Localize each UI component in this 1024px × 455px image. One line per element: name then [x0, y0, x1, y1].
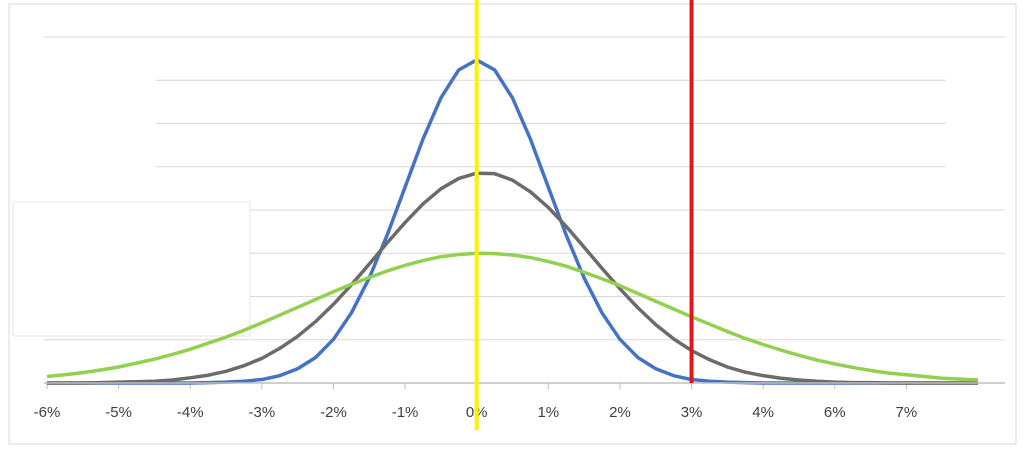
x-tick-label: -5% — [105, 404, 132, 421]
overlay — [40, 48, 156, 194]
series-line — [46, 251, 979, 382]
x-tick-label: 1% — [537, 404, 559, 421]
x-tick-label: -1% — [392, 404, 419, 421]
x-tick-label: -6% — [34, 404, 61, 421]
overlay-box — [12, 201, 251, 337]
plot: -6%-5%-4%-3%-2%-1%0%1%2%3%4%6%7% — [34, 0, 1005, 430]
x-tick-label: -3% — [249, 404, 276, 421]
x-tick-label: 4% — [752, 404, 774, 421]
series-line — [47, 171, 978, 385]
x-tick-label: 2% — [609, 404, 631, 421]
x-tick-label: 7% — [896, 404, 918, 421]
x-tick-label: -2% — [320, 404, 347, 421]
x-tick-label: 6% — [824, 404, 846, 421]
x-tick-label: -4% — [177, 404, 204, 421]
overlay — [946, 48, 1006, 178]
x-tick-label: 3% — [681, 404, 703, 421]
